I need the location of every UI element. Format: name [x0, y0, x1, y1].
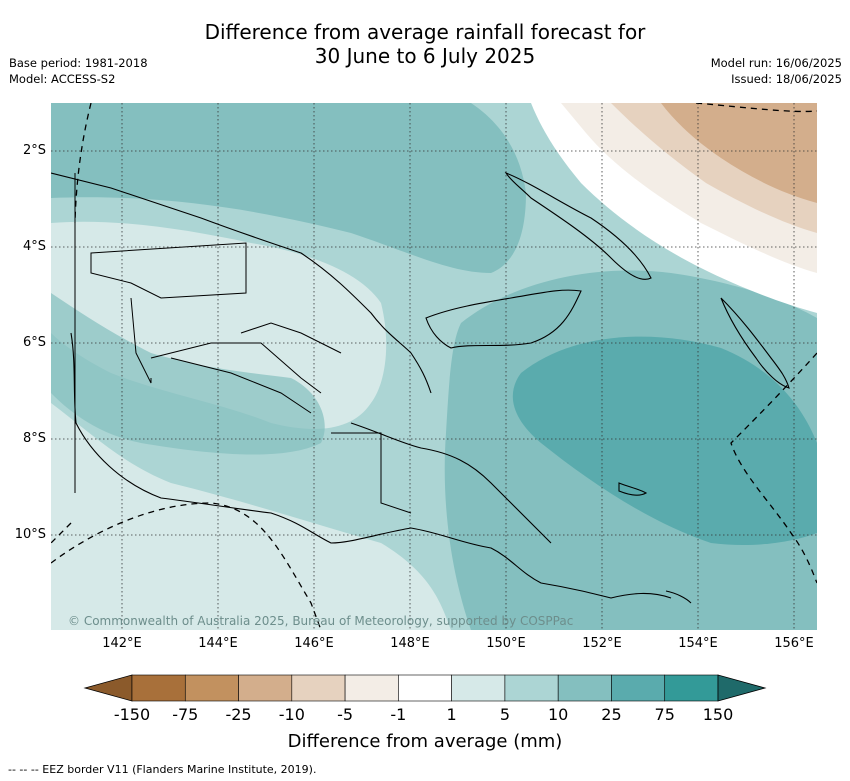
colorbar-tick-label: -10 [278, 705, 305, 724]
copyright-credit: © Commonwealth of Australia 2025, Bureau… [68, 614, 574, 628]
lat-label-2s: 2°S [22, 143, 46, 158]
model-name: Model: ACCESS-S2 [9, 72, 116, 86]
lon-label-150e: 150°E [486, 636, 526, 651]
model-run: Model run: 16/06/2025 [710, 56, 842, 70]
eez-border [51, 103, 817, 630]
rainfall-map [51, 103, 817, 630]
meta-right: Model run: 16/06/2025 Issued: 18/06/2025 [711, 55, 842, 87]
colorbar-cell [504, 674, 559, 702]
shade-10-25-north [51, 103, 526, 273]
lat-label-4s: 4°S [22, 239, 46, 254]
colorbar-arrow-low [83, 674, 133, 702]
colorbar-cell [451, 674, 506, 702]
colorbar-tick-label: -1 [390, 705, 407, 724]
colorbar-cell [611, 674, 666, 702]
eez-note: -- -- -- EEZ border V11 (Flanders Marine… [8, 763, 317, 776]
lat-label-8s: 8°S [22, 431, 46, 446]
colorbar-cell [398, 674, 452, 702]
colorbar-cell [184, 674, 239, 702]
colorbar [83, 674, 767, 702]
lat-label-6s: 6°S [22, 335, 46, 350]
issued-date: Issued: 18/06/2025 [731, 72, 842, 86]
colorbar-cell [238, 674, 293, 702]
colorbar-cell [291, 674, 346, 702]
province-borders [74, 173, 412, 514]
lon-label-154e: 154°E [678, 636, 718, 651]
lon-label-148e: 148°E [390, 636, 430, 651]
colorbar-cells [83, 674, 767, 702]
colorbar-tick-label: 10 [547, 705, 569, 724]
shade-10-25-west [51, 293, 325, 455]
colorbar-tick-label: -25 [225, 705, 252, 724]
base-period: Base period: 1981-2018 [9, 56, 148, 70]
colorbar-arrow-high [717, 674, 767, 702]
lon-label-144e: 144°E [198, 636, 238, 651]
colorbar-cell [664, 674, 719, 702]
chart-title: Difference from average rainfall forecas… [0, 20, 850, 68]
map-panel [51, 103, 817, 630]
colorbar-tick-label: -5 [337, 705, 354, 724]
lat-label-10s: 10°S [14, 527, 46, 542]
lon-label-146e: 146°E [294, 636, 334, 651]
colorbar-title: Difference from average (mm) [287, 731, 563, 752]
colorbar-tick-label: -75 [172, 705, 199, 724]
colorbar-cell [557, 674, 612, 702]
lon-label-152e: 152°E [582, 636, 622, 651]
title-line-2: 30 June to 6 July 2025 [314, 44, 536, 68]
colorbar-tick-label: 1 [446, 705, 457, 724]
colorbar-tick-label: 25 [601, 705, 622, 724]
coastlines [51, 171, 790, 604]
colorbar-tick-label: -150 [113, 705, 151, 724]
colorbar-cell [344, 674, 399, 702]
shade-dry-3 [661, 103, 817, 203]
lon-label-156e: 156°E [774, 636, 814, 651]
colorbar-tick-label: 75 [654, 705, 675, 724]
colorbar-cell [131, 674, 186, 702]
shade-1-5-south [51, 403, 451, 630]
lon-label-142e: 142°E [102, 636, 142, 651]
shade-25-75-core [512, 336, 817, 545]
title-line-1: Difference from average rainfall forecas… [204, 20, 646, 44]
colorbar-tick-label: 150 [702, 705, 734, 724]
meta-left: Base period: 1981-2018 Model: ACCESS-S2 [9, 55, 148, 87]
colorbar-tick-label: 5 [499, 705, 510, 724]
